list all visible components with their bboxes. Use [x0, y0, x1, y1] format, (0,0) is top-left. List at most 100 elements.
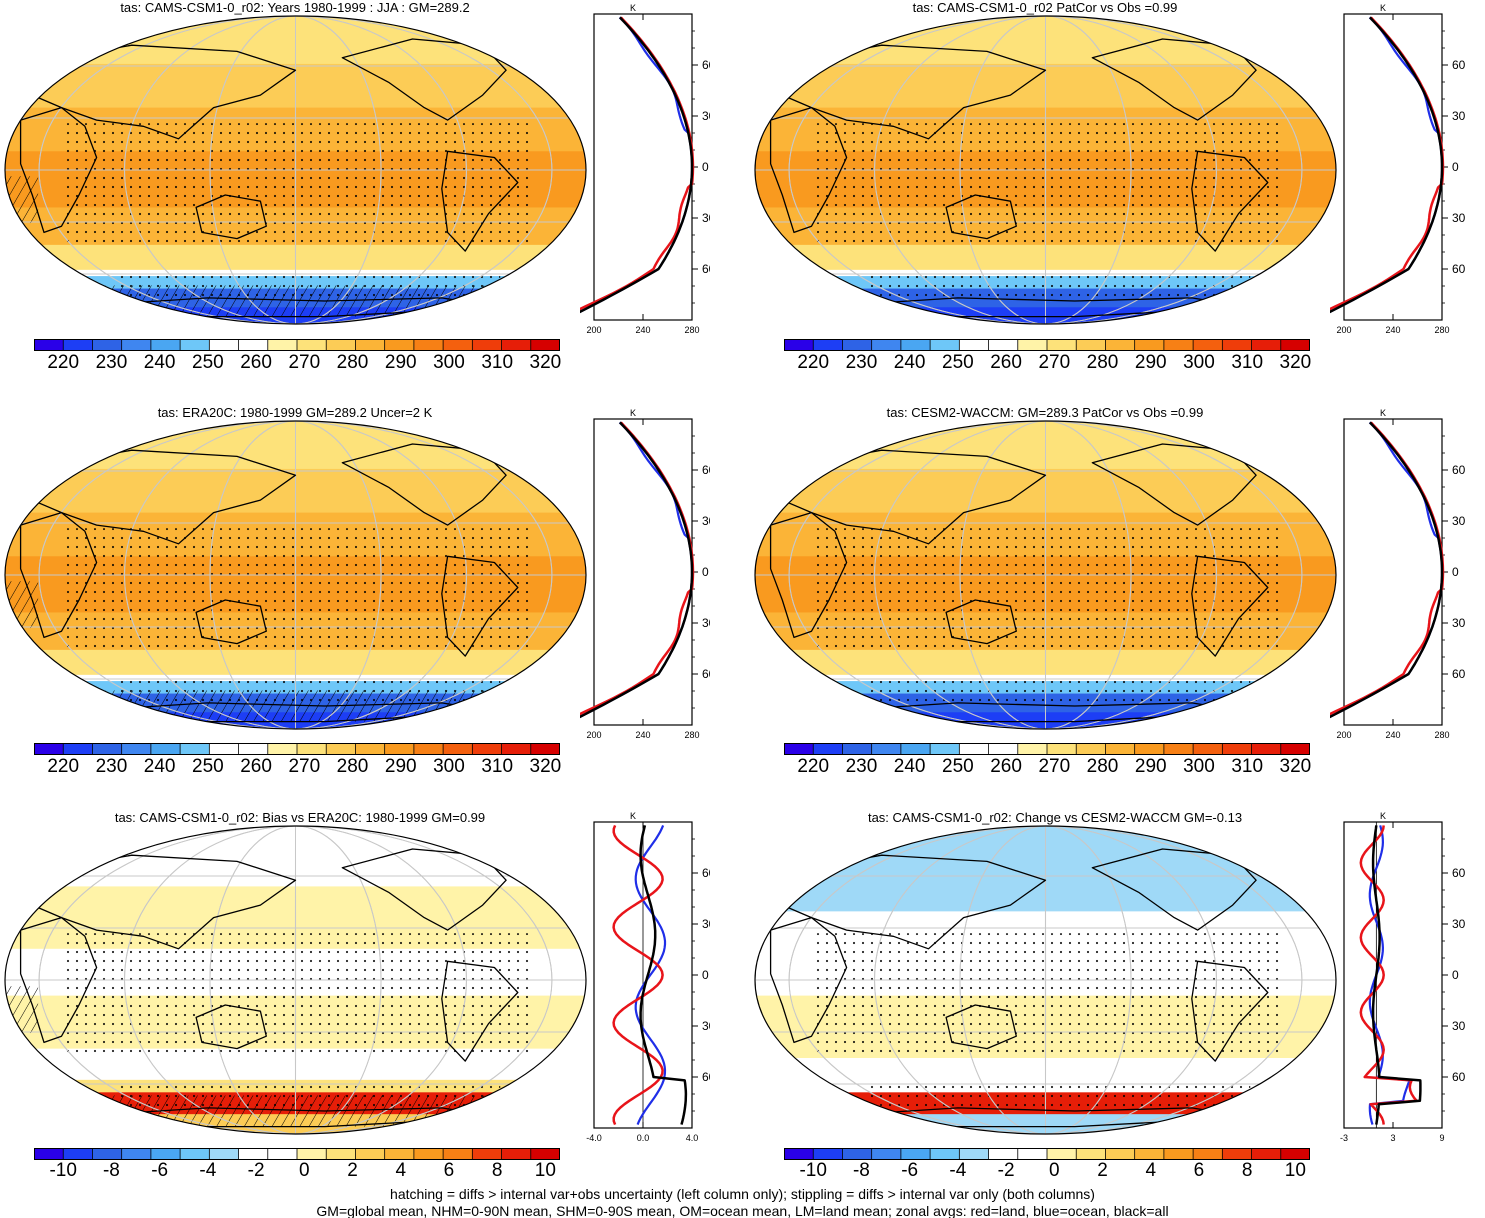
zonal-lat-label: 0 [702, 565, 709, 579]
colorbar-swatch [959, 339, 990, 351]
colorbar-tick-label: 230 [95, 352, 128, 373]
colorbar-tick-label: 300 [433, 756, 465, 777]
coastline [470, 427, 507, 448]
colorbar-swatch [209, 1148, 240, 1160]
colorbar-tick-label: 230 [845, 352, 878, 373]
zonal-unit-label: K [630, 3, 636, 13]
zonal-x-tick-label: 280 [1434, 325, 1449, 335]
colorbar-tick-label: 0 [1049, 1160, 1060, 1181]
colorbar-tick-label: 310 [481, 352, 514, 373]
zonal-lat-label: 60N [1452, 58, 1465, 72]
colorbar-swatch [1163, 743, 1194, 755]
zonal-all-line [1371, 825, 1422, 1125]
coastline [945, 1004, 1017, 1050]
coastline [195, 1004, 267, 1050]
colorbar-swatch [355, 339, 386, 351]
colorbar-4 [784, 743, 1310, 755]
colorbar-tick-label: 260 [240, 756, 272, 777]
colorbar-swatch [813, 743, 843, 755]
colorbar-swatch [92, 339, 123, 351]
zonal-x-tick-label: 0.0 [637, 1133, 650, 1143]
zonal-lat-label: 30S [1452, 1019, 1465, 1033]
colorbar-tick-label: 8 [1241, 1160, 1253, 1181]
zonal-lat-label: 30N [1452, 917, 1465, 931]
colorbar-swatch [150, 1148, 181, 1160]
coastline [769, 106, 848, 234]
colorbar-swatch [384, 339, 415, 351]
zonal-ocean-line [580, 421, 694, 719]
colorbar-swatch [413, 1148, 444, 1160]
zonal-x-tick-label: 240 [1385, 325, 1400, 335]
zonal-lat-label: 30N [1452, 109, 1465, 123]
zonal-x-tick-label: 200 [1336, 730, 1351, 740]
zonal-x-tick-label: 240 [635, 730, 650, 740]
colorbar-swatch [209, 339, 240, 351]
zonal-x-tick-label: 200 [586, 325, 601, 335]
zonal-x-tick-label: 200 [1336, 325, 1351, 335]
colorbar-labels-5: -10 -8 -6 -4 -2 0 2 4 6 8 10 [34, 1160, 560, 1182]
colorbar-1 [34, 339, 560, 351]
colorbar-5 [34, 1148, 560, 1160]
coastline [1091, 443, 1257, 526]
colorbar-tick-label: 270 [288, 352, 321, 373]
coastline [195, 194, 267, 240]
colorbar-tick-label: 270 [1038, 352, 1071, 373]
colorbar-swatch [988, 743, 1019, 755]
zonal-unit-label: K [1380, 3, 1386, 13]
colorbar-swatch [267, 339, 298, 351]
colorbar-tick-label: 320 [529, 756, 562, 777]
colorbar-swatch [784, 1148, 814, 1160]
colorbar-tick-label: 230 [95, 756, 128, 777]
colorbar-swatch [443, 339, 473, 351]
zonal-lat-label: 60S [702, 667, 710, 681]
colorbar-swatch [1280, 339, 1310, 351]
colorbar-tick-label: 320 [1279, 756, 1312, 777]
colorbar-labels-2: 220 230 240 250 260 270 280 290 300 310 320 [784, 352, 1311, 374]
colorbar-swatch [1163, 339, 1194, 351]
colorbar-swatch [1134, 339, 1165, 351]
colorbar-swatch [63, 743, 93, 755]
zonal-lat-label: 0 [702, 968, 709, 982]
colorbar-swatch [501, 339, 532, 351]
colorbar-swatch [326, 743, 356, 755]
zonal-x-tick-label: 200 [586, 730, 601, 740]
zonal-land-line [1330, 421, 1445, 716]
coastline [341, 848, 507, 931]
colorbar-tick-label: 250 [192, 352, 224, 373]
colorbar-swatch [1076, 743, 1106, 755]
panel-title-3: tas: ERA20C: 1980-1999 GM=289.2 Uncer=2 … [157, 405, 433, 420]
colorbar-swatch [1222, 743, 1253, 755]
colorbar-swatch [443, 1148, 473, 1160]
colorbar-swatch [1017, 339, 1048, 351]
zonal-land-line [580, 421, 695, 716]
zonal-x-tick-label: 280 [684, 730, 699, 740]
coastline [19, 511, 98, 639]
colorbar-tick-label: 290 [1134, 756, 1167, 777]
colorbar-tick-label: 290 [1134, 352, 1167, 373]
zonal-lat-label: 30N [702, 917, 710, 931]
colorbar-swatch [1134, 1148, 1165, 1160]
colorbar-6 [784, 1148, 1310, 1160]
coastline [341, 38, 507, 121]
colorbar-swatch [530, 1148, 560, 1160]
colorbar-swatch [34, 1148, 64, 1160]
colorbar-swatch [1163, 1148, 1194, 1160]
zonal-lat-label: 0 [1452, 968, 1459, 982]
colorbar-tick-label: 280 [1086, 756, 1119, 777]
zonal-lat-label: 60S [1452, 262, 1465, 276]
zonal-lat-label: 60S [1452, 667, 1465, 681]
colorbar-tick-label: 280 [1086, 352, 1119, 373]
colorbar-swatch [297, 743, 327, 755]
colorbar-labels-6: -10 -8 -6 -4 -2 0 2 4 6 8 10 [784, 1160, 1310, 1182]
zonal-lat-label: 60S [1452, 1070, 1465, 1084]
colorbar-swatch [1017, 1148, 1048, 1160]
colorbar-swatch [238, 339, 269, 351]
zonal-land-line [580, 16, 695, 311]
colorbar-swatch [92, 743, 123, 755]
colorbar-swatch [1251, 339, 1282, 351]
colorbar-swatch [1076, 1148, 1106, 1160]
colorbar-tick-label: 260 [240, 352, 272, 373]
colorbar-swatch [871, 1148, 902, 1160]
colorbar-tick-label: -4 [199, 1160, 217, 1181]
colorbar-swatch [180, 1148, 210, 1160]
